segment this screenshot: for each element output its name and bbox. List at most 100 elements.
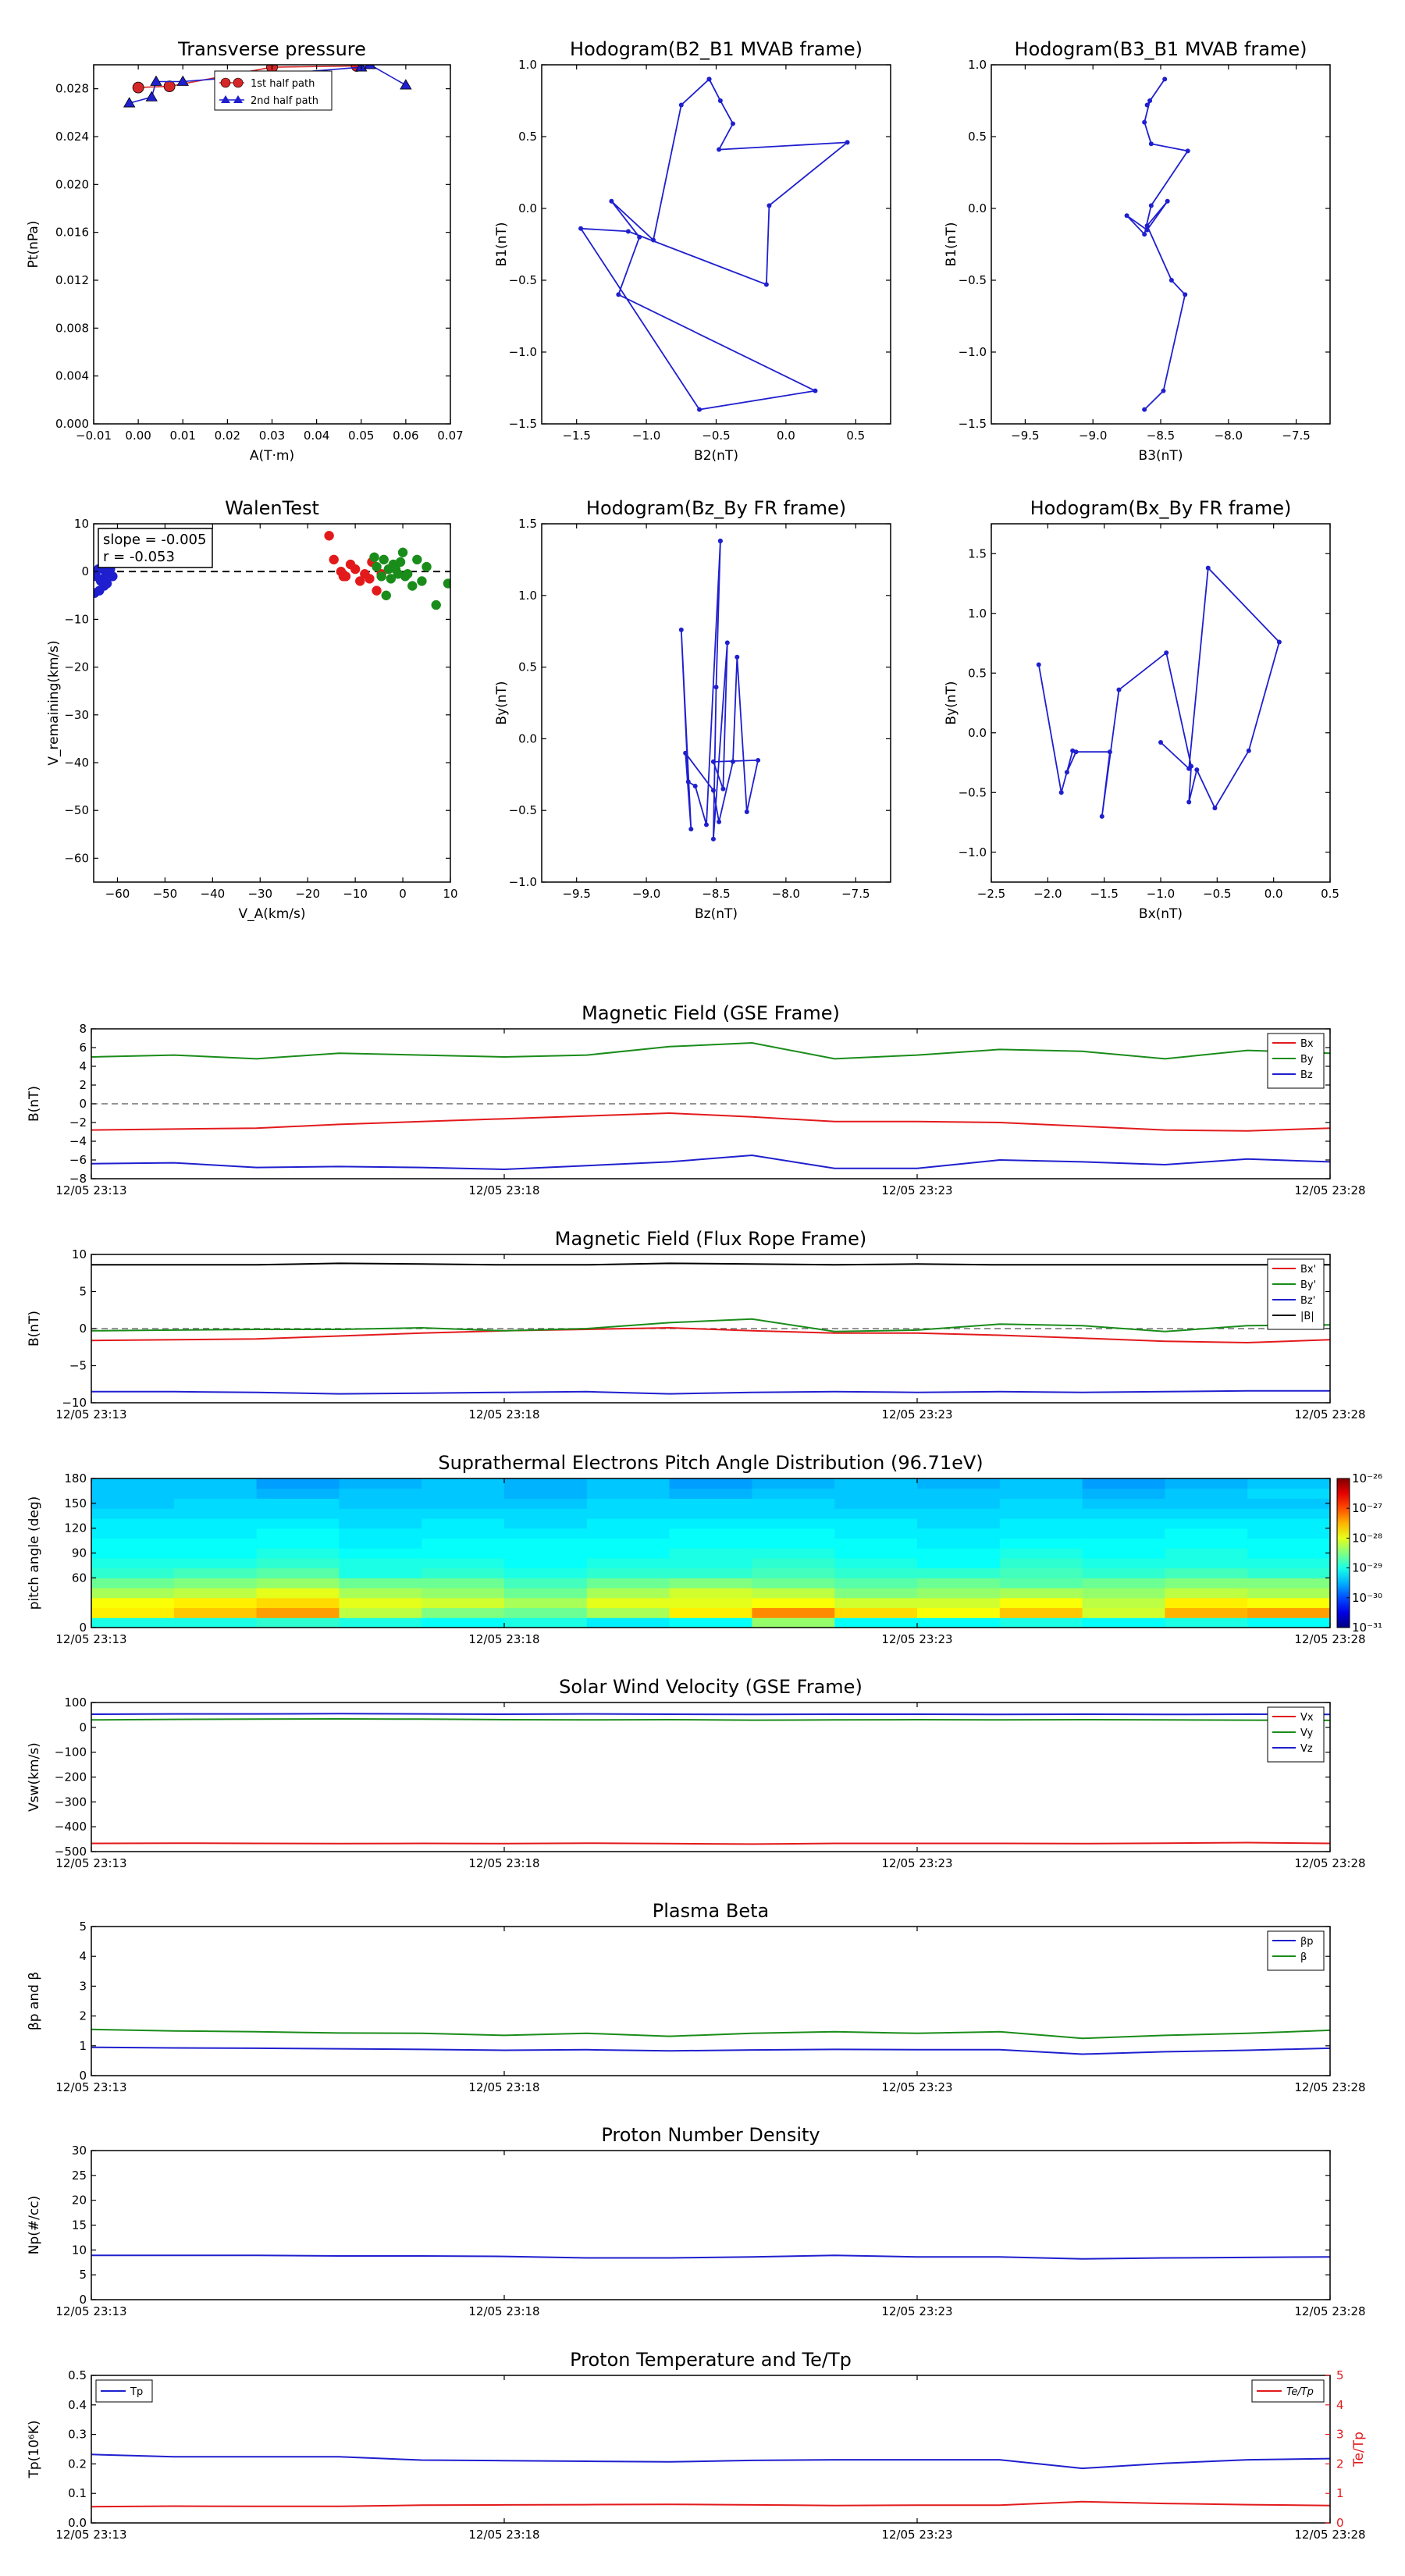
- data-point: [730, 759, 735, 764]
- time-tick-label: 12/05 23:23: [881, 1183, 952, 1197]
- heatmap-cell: [586, 1528, 670, 1539]
- heatmap-cell: [1165, 1607, 1248, 1618]
- chart-title: WalenTest: [225, 497, 319, 519]
- time-tick-label: 12/05 23:13: [55, 1632, 126, 1646]
- annotation-text: slope = -0.005: [103, 532, 206, 548]
- x-tick-label: −10: [343, 887, 368, 901]
- heatmap-cell: [1082, 1488, 1165, 1499]
- x-tick-label: 0.00: [125, 429, 151, 443]
- heatmap-cell: [917, 1548, 1001, 1559]
- x-tick-label: −1.0: [632, 429, 660, 443]
- data-point: [1212, 806, 1218, 811]
- heatmap-cell: [91, 1597, 175, 1609]
- heatmap-cell: [91, 1578, 175, 1589]
- legend-label: βp: [1300, 1936, 1314, 1948]
- data-point: [1165, 198, 1170, 204]
- y-tick-label-right: 4: [1336, 2398, 1344, 2412]
- legend-label: Bz': [1300, 1295, 1315, 1307]
- heatmap-cell: [256, 1548, 340, 1559]
- y-tick-label: 0.008: [55, 321, 89, 335]
- heatmap-cell: [1247, 1578, 1331, 1589]
- heatmap-cell: [917, 1557, 1001, 1569]
- data-point: [710, 836, 716, 841]
- legend-label: By: [1300, 1054, 1314, 1066]
- legend-label: Vx: [1300, 1712, 1314, 1724]
- y-tick-label: −8: [69, 1172, 87, 1186]
- data-point: [132, 81, 144, 94]
- data-point: [1186, 799, 1192, 805]
- y-tick-label: −4: [69, 1134, 87, 1148]
- y-tick-label: −500: [55, 1845, 87, 1859]
- legend-label: Te/Tp: [1286, 2386, 1314, 2398]
- time-tick-label: 12/05 23:13: [55, 1856, 126, 1870]
- heatmap-cell: [339, 1508, 422, 1519]
- chart-title: Hodogram(B2_B1 MVAB frame): [570, 38, 863, 60]
- data-point: [422, 561, 432, 572]
- y-axis-label: By(nT): [944, 681, 959, 724]
- data-point: [703, 822, 709, 827]
- heatmap-cell: [1165, 1567, 1248, 1578]
- time-tick-label: 12/05 23:18: [468, 1183, 539, 1197]
- y-axis-label: B1(nT): [944, 222, 959, 267]
- heatmap-cell: [422, 1607, 505, 1618]
- x-tick-label: −8.0: [1215, 429, 1243, 443]
- data-point: [813, 388, 818, 393]
- heatmap-cell: [999, 1557, 1083, 1569]
- heatmap-cell: [834, 1538, 918, 1549]
- heatmap-cell: [669, 1548, 752, 1559]
- data-point: [763, 282, 769, 287]
- data-point: [688, 827, 694, 832]
- data-point: [1158, 739, 1163, 745]
- x-tick-label: 0.0: [1264, 887, 1283, 901]
- heatmap-cell: [1247, 1567, 1331, 1578]
- heatmap-cell: [256, 1617, 340, 1628]
- series-line: [91, 2046, 1331, 2055]
- magnetic-field-flux-rope-panel: Magnetic Field (Flux Rope Frame) B(nT) −10…: [27, 1228, 1366, 1421]
- y-axis-label: B1(nT): [494, 222, 510, 267]
- heatmap-cell: [422, 1588, 505, 1599]
- heatmap-cell: [504, 1528, 588, 1539]
- y-tick-label: 1.0: [968, 58, 987, 72]
- heatmap-cell: [256, 1588, 340, 1599]
- heatmap-cell: [586, 1488, 670, 1499]
- heatmap-cell: [917, 1588, 1001, 1599]
- heatmap-cell: [256, 1538, 340, 1549]
- x-tick-label: 0.5: [846, 429, 865, 443]
- heatmap-cell: [173, 1578, 258, 1589]
- axes-frame: [991, 64, 1331, 425]
- heatmap-cell: [669, 1528, 752, 1539]
- series-line: [91, 1154, 1331, 1171]
- x-axis-label: B3(nT): [1139, 448, 1183, 464]
- heatmap-cell: [917, 1517, 1001, 1529]
- heatmap-cell: [1082, 1578, 1165, 1589]
- x-axis-label: Bz(nT): [695, 906, 738, 922]
- y-axis-label: βp and β: [27, 1972, 42, 2030]
- legend-label: 2nd half path: [251, 95, 318, 107]
- y-tick-label: −1.5: [959, 417, 987, 431]
- axes-frame: [93, 64, 451, 425]
- y-tick-label-right: 2: [1336, 2457, 1344, 2471]
- data-point: [744, 809, 749, 815]
- x-tick-label: −8.5: [1147, 429, 1175, 443]
- series-line: [91, 1389, 1330, 1395]
- series-line: [1037, 566, 1280, 817]
- legend-label: By': [1300, 1279, 1316, 1291]
- heatmap-cell: [669, 1517, 752, 1529]
- series-line: [91, 1262, 1330, 1266]
- x-tick-label: 0.02: [215, 429, 240, 443]
- series-line: [91, 1318, 1331, 1332]
- time-tick-label: 12/05 23:23: [881, 2528, 952, 2542]
- heatmap-cell: [422, 1548, 505, 1559]
- legend-label: Tp: [130, 2386, 143, 2398]
- y-tick-label: 0.5: [968, 130, 987, 144]
- heatmap-cell: [1247, 1588, 1331, 1599]
- heatmap-cell: [91, 1588, 175, 1599]
- heatmap-cell: [752, 1567, 835, 1578]
- x-tick-label: −20: [295, 887, 320, 901]
- data-point: [678, 102, 684, 108]
- y-tick-label: −2: [69, 1115, 87, 1130]
- heatmap-cell: [339, 1557, 422, 1569]
- y-tick-label: 0.5: [518, 130, 537, 144]
- data-point: [1147, 98, 1153, 103]
- y-tick-label: 20: [72, 2194, 87, 2208]
